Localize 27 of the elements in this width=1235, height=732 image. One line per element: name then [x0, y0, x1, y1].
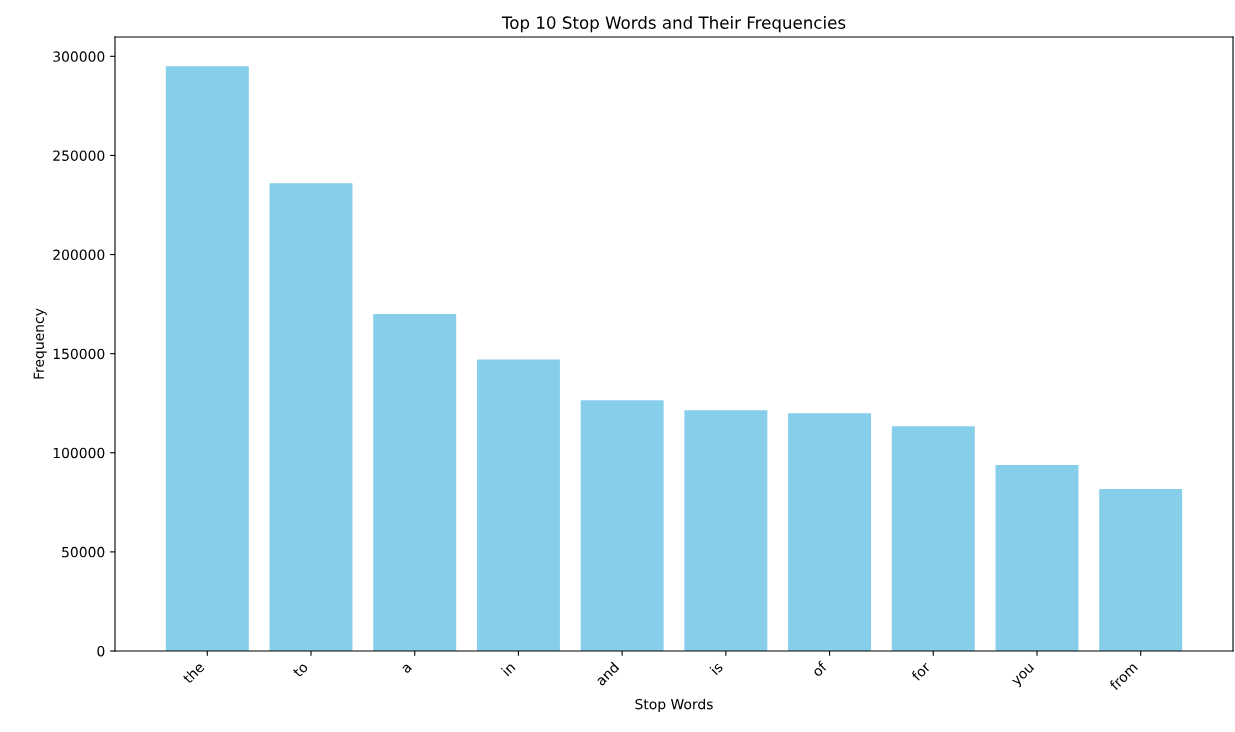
- bar: [580, 400, 664, 651]
- bar: [995, 465, 1079, 651]
- x-tick-label: of: [811, 660, 828, 678]
- y-tick-label: 300000: [53, 51, 105, 62]
- x-tick-label: a: [401, 663, 412, 674]
- bar: [269, 183, 353, 651]
- bar: [891, 426, 975, 651]
- y-tick-label: 250000: [53, 150, 105, 161]
- x-tick-label: the: [181, 661, 205, 685]
- bar: [684, 410, 768, 651]
- chart-title: Top 10 Stop Words and Their Frequencies: [501, 16, 846, 33]
- bar: [788, 413, 872, 651]
- bar: [165, 66, 249, 651]
- x-tick-label: to: [292, 661, 309, 678]
- x-tick-label: for: [910, 660, 932, 682]
- y-tick-label: 100000: [53, 447, 105, 459]
- bar: [373, 314, 457, 651]
- y-tick-label: 200000: [53, 249, 105, 261]
- bar: [1099, 489, 1183, 651]
- bar: [476, 359, 560, 651]
- x-tick-label: in: [500, 661, 516, 677]
- y-tick-label: 50000: [62, 546, 105, 558]
- y-axis-title: Frequency: [33, 308, 47, 379]
- x-tick-label: is: [709, 661, 724, 676]
- y-tick-label: 150000: [53, 348, 105, 360]
- y-tick-label: 0: [97, 645, 105, 657]
- x-axis-title: Stop Words: [635, 698, 713, 713]
